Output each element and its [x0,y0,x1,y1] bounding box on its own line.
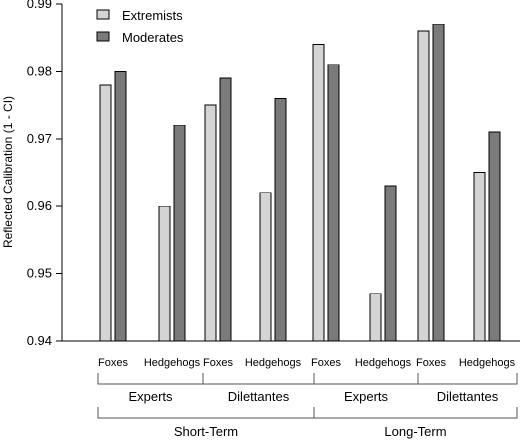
x-tick-label: Hedgehogs [355,357,412,369]
x-tick-label: Hedgehogs [459,357,516,369]
bars-layer [99,23,501,342]
y-ticks: 0.94 0.95 0.96 0.97 0.98 0.99 [27,0,62,348]
y-tick-label: 0.95 [27,266,52,281]
bar-extremists-8 [473,172,486,342]
group-labels-level1: Experts Dilettantes Experts Dilettantes [97,373,518,404]
group-bracket [202,373,315,385]
bar-moderates-4 [274,97,287,342]
bar-moderates-3 [219,77,232,342]
group-label-outer: Short-Term [174,424,238,439]
y-tick-label: 0.97 [27,131,52,146]
x-tick-label: Hedgehogs [245,357,302,369]
group-label: Dilettantes [437,389,499,404]
bar-extremists-5 [312,44,325,342]
group-bracket [417,373,518,385]
group-bracket-outer [313,407,518,419]
bar-extremists-3 [204,104,217,342]
x-tick-label: Hedgehogs [144,357,201,369]
legend-swatch-extremists [96,9,110,20]
legend-swatch-moderates [96,31,110,42]
legend-label-extremists: Extremists [122,8,183,23]
bar-extremists-7 [417,30,430,342]
bar-moderates-6 [384,185,397,342]
y-tick-label: 0.98 [27,63,52,78]
y-tick-label: 0.94 [27,333,52,348]
bar-moderates-7 [432,23,445,342]
x-tick-label: Foxes [98,357,128,369]
y-tick-label: 0.99 [27,0,52,11]
bar-extremists-6 [369,293,382,342]
legend-label-moderates: Moderates [122,30,184,45]
x-tick-label: Foxes [203,357,233,369]
x-tick-label: Foxes [416,357,446,369]
bar-extremists-2 [158,205,171,342]
bar-moderates-8 [488,131,501,342]
group-label: Experts [344,389,389,404]
legend: Extremists Moderates [96,8,184,45]
x-tick-label: Foxes [311,357,341,369]
category-labels: Foxes Hedgehogs Foxes Hedgehogs Foxes Hedgeho… [98,357,516,369]
bar-moderates-2 [173,124,186,342]
bar-extremists-4 [259,192,272,342]
group-label-outer: Long-Term [384,424,446,439]
bar-extremists-1 [99,84,112,342]
bar-moderates-5 [327,64,340,342]
group-bracket [313,373,419,385]
bar-moderates-1 [114,71,127,342]
group-labels-level2: Short-Term Long-Term [97,407,518,439]
group-bracket-outer [97,407,315,419]
group-label: Experts [128,389,173,404]
group-label: Dilettantes [228,389,290,404]
y-tick-label: 0.96 [27,198,52,213]
group-bracket [97,373,204,385]
y-axis-label: Reflected Calibration (1 - CI) [1,96,15,248]
